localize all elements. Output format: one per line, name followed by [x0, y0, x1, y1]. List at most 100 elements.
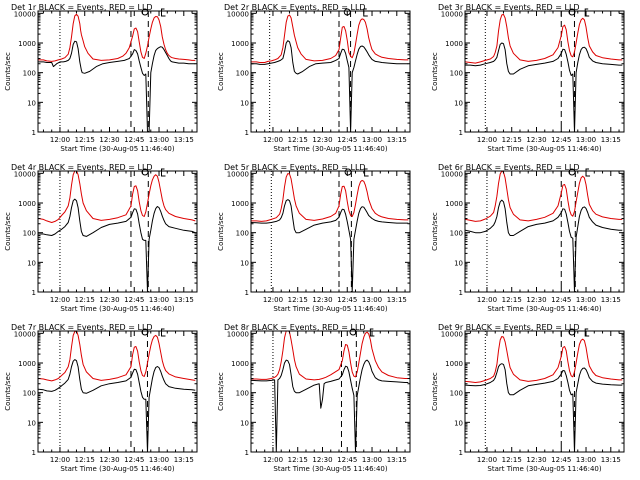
panel-9: Det 9r BLACK = Events, RED = LLD 1 10 100 10…: [431, 323, 625, 473]
x-tick-label: 12:00: [50, 136, 70, 144]
x-tick-label: 13:00: [149, 456, 169, 464]
events-series-line: [38, 40, 196, 132]
x-tick-label: 12:45: [551, 456, 571, 464]
x-tick-label: 13:00: [362, 136, 382, 144]
x-tick-label: 12:30: [312, 136, 332, 144]
events-series-line: [38, 198, 196, 292]
y-axis-label: Counts/sec: [4, 372, 12, 411]
y-tick-label: 10000: [441, 330, 463, 338]
y-tick-label: 10: [240, 259, 249, 267]
events-series-line: [465, 199, 623, 292]
saa-end-marker: [584, 8, 590, 17]
x-tick-label: 12:15: [288, 296, 308, 304]
y-tick-label: 1: [245, 129, 249, 137]
y-axis-label: Counts/sec: [431, 212, 439, 251]
y-tick-label: 10000: [227, 330, 249, 338]
panel-title: Det 5r BLACK = Events, RED = LLD: [224, 163, 366, 172]
y-tick-label: 1: [32, 449, 36, 457]
y-tick-label: 10: [240, 419, 249, 427]
lld-series-line: [38, 171, 196, 223]
y-axis-label: Counts/sec: [217, 372, 225, 411]
panel-4: Det 4r BLACK = Events, RED = LLD 1 10 100 10…: [4, 163, 198, 313]
panel-1: Det 1r BLACK = Events, RED = LLD 1 10 100 10…: [4, 3, 198, 153]
plot-frame: [37, 330, 198, 453]
x-tick-label: 12:45: [124, 296, 144, 304]
x-tick-label: 12:15: [502, 456, 522, 464]
plot-frame: [464, 10, 625, 133]
x-tick-label: 13:00: [149, 296, 169, 304]
y-tick-label: 10000: [14, 330, 36, 338]
x-tick-label: 13:00: [576, 136, 596, 144]
lld-series-line: [465, 171, 623, 222]
y-tick-label: 10: [27, 419, 36, 427]
lld-series-line: [251, 14, 409, 63]
x-axis-label: Start Time (30-Aug-05 11:46:40): [273, 145, 387, 153]
x-axis-label: Start Time (30-Aug-05 11:46:40): [60, 305, 174, 313]
y-tick-label: 1000: [445, 360, 463, 368]
y-axis-label: Counts/sec: [217, 212, 225, 251]
x-tick-label: 12:45: [124, 456, 144, 464]
y-tick-label: 10000: [14, 170, 36, 178]
series-group: [251, 14, 409, 132]
x-tick-label: 13:00: [149, 136, 169, 144]
panel-5: Det 5r BLACK = Events, RED = LLD 1 10 100 10…: [217, 163, 411, 313]
x-tick-label: 12:30: [526, 296, 546, 304]
saa-end-marker: [364, 168, 369, 177]
series-group: [465, 336, 623, 452]
x-axis-label: Start Time (30-Aug-05 11:46:40): [60, 145, 174, 153]
x-tick-label: 12:45: [551, 136, 571, 144]
y-tick-label: 10: [454, 419, 463, 427]
y-tick-label: 100: [23, 390, 36, 398]
y-tick-label: 10: [27, 259, 36, 267]
panel-6: Det 6r BLACK = Events, RED = LLD 1 10 100 10…: [431, 163, 625, 313]
x-tick-label: 12:00: [477, 296, 497, 304]
y-tick-label: 100: [450, 70, 463, 78]
y-tick-label: 10000: [14, 10, 36, 18]
x-tick-label: 12:15: [75, 296, 95, 304]
y-tick-label: 100: [23, 70, 36, 78]
panel-title: Det 3r BLACK = Events, RED = LLD: [438, 3, 580, 12]
x-tick-label: 12:00: [263, 136, 283, 144]
x-tick-label: 13:00: [362, 456, 382, 464]
y-tick-label: 1000: [445, 40, 463, 48]
x-tick-label: 13:15: [601, 296, 621, 304]
panel-2: Det 2r BLACK = Events, RED = LLD 1 10 100 10…: [217, 3, 411, 153]
x-axis-label: Start Time (30-Aug-05 11:46:40): [487, 465, 601, 473]
y-tick-label: 1: [459, 129, 463, 137]
y-tick-label: 10: [454, 99, 463, 107]
y-tick-label: 100: [236, 390, 249, 398]
lld-series-line: [38, 331, 196, 382]
lld-series-line: [251, 173, 409, 222]
y-tick-label: 100: [236, 70, 249, 78]
x-tick-label: 13:00: [576, 296, 596, 304]
events-series-line: [38, 359, 196, 452]
y-tick-label: 1000: [18, 360, 36, 368]
plot-frame: [250, 170, 411, 293]
x-tick-label: 12:00: [477, 456, 497, 464]
x-tick-label: 12:00: [263, 296, 283, 304]
x-tick-label: 13:15: [174, 296, 194, 304]
x-tick-label: 12:00: [263, 456, 283, 464]
x-tick-label: 12:45: [337, 296, 357, 304]
x-tick-label: 12:00: [50, 456, 70, 464]
x-tick-label: 12:00: [477, 136, 497, 144]
x-tick-label: 13:00: [362, 296, 382, 304]
events-series-line: [251, 40, 409, 132]
saa-end-marker: [161, 168, 166, 177]
y-tick-label: 1000: [18, 200, 36, 208]
y-tick-label: 1: [245, 289, 249, 297]
y-tick-label: 100: [450, 390, 463, 398]
series-group: [251, 331, 409, 452]
x-tick-label: 12:30: [99, 456, 119, 464]
panel-title: Det 8r BLACK = Events, RED = LLD: [224, 323, 366, 332]
plot-frame: [464, 330, 625, 453]
x-tick-label: 12:15: [75, 456, 95, 464]
saa-start-marker: [141, 328, 149, 336]
saa-end-marker: [161, 8, 166, 17]
x-tick-label: 12:45: [337, 456, 357, 464]
panel-title: Det 7r BLACK = Events, RED = LLD: [11, 323, 153, 332]
x-axis-label: Start Time (30-Aug-05 11:46:40): [273, 465, 387, 473]
panel-3: Det 3r BLACK = Events, RED = LLD 1 10 100 10…: [431, 3, 625, 153]
x-axis-label: Start Time (30-Aug-05 11:46:40): [487, 305, 601, 313]
